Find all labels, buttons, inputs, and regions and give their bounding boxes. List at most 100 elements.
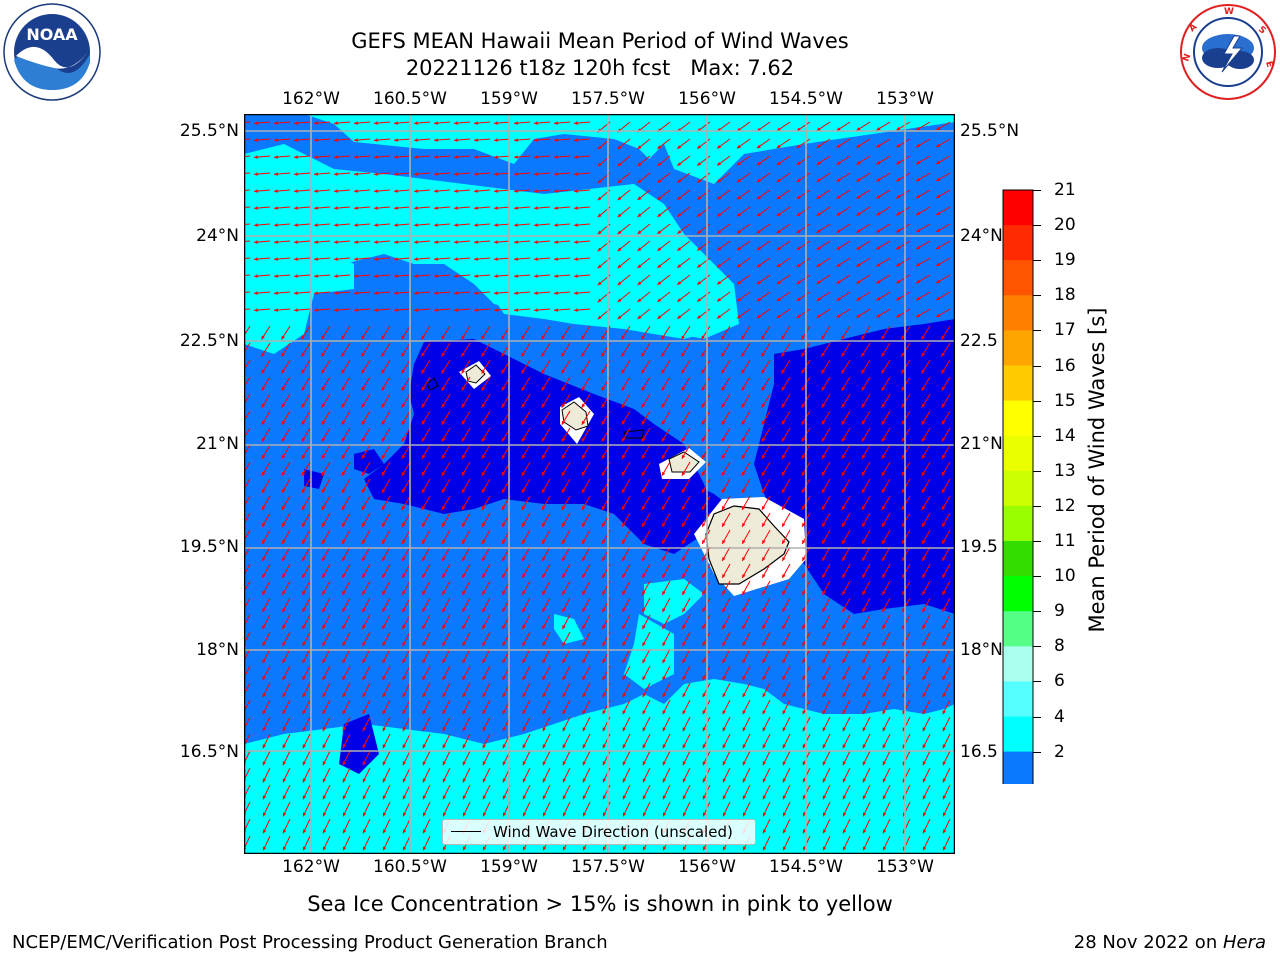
wave-arrow (244, 359, 251, 371)
wave-arrow-head (756, 195, 761, 200)
wave-arrow-head (936, 245, 941, 249)
wave-arrow-head (261, 420, 266, 425)
wave-arrow-head (881, 352, 885, 357)
wave-arrow-head (682, 539, 686, 544)
wave-arrow-head (521, 437, 526, 442)
wave-arrow-head (896, 262, 901, 267)
wave-arrow-head (816, 297, 821, 301)
colorbar-band (1003, 330, 1033, 366)
wave-arrow (244, 257, 251, 260)
wave-arrow-head (742, 557, 746, 561)
wave-arrow-head (301, 386, 306, 391)
wave-arrow-head (441, 454, 446, 459)
wave-arrow-head (682, 522, 686, 527)
wave-arrow-head (842, 744, 847, 749)
wave-arrow-head (541, 437, 546, 442)
wave-arrow-head (382, 693, 386, 698)
wave-arrow-head (302, 778, 307, 783)
wave-arrow-head (282, 676, 286, 681)
wave-arrow-head (677, 247, 682, 251)
wave-arrow-head (737, 297, 741, 302)
wave-arrow-head (341, 403, 346, 408)
wave-arrow-head (502, 778, 507, 783)
wave-arrow-head (742, 761, 747, 766)
wave-arrow-head (796, 161, 801, 165)
colorbar-tick-label: 17 (1054, 320, 1076, 341)
wave-arrow-head (922, 591, 926, 595)
wave-arrow-head (422, 539, 426, 544)
wave-arrow-head (542, 505, 546, 510)
wave-arrow-head (801, 471, 806, 476)
wave-arrow-head (402, 676, 406, 681)
wave-arrow-head (641, 454, 646, 459)
wave-arrow-head (702, 642, 706, 647)
wave-arrow-head (816, 161, 821, 165)
wave-arrow-head (281, 369, 285, 374)
wave-arrow (244, 495, 251, 508)
wave-arrow-head (554, 172, 558, 176)
wave-arrow-head (701, 454, 706, 459)
wave-arrow-head (263, 846, 267, 851)
wave-arrow-head (482, 778, 487, 783)
wave-arrow-head (301, 420, 306, 425)
wave-arrow-head (617, 315, 622, 320)
wave-arrow-head (936, 279, 941, 283)
wave-arrow-head (703, 846, 707, 851)
wave-arrow-head (921, 335, 925, 340)
wave-arrow-head (862, 659, 866, 664)
wave-arrow-head (374, 189, 378, 193)
wave-arrow-head (282, 693, 286, 698)
wave-arrow-head (261, 403, 266, 408)
wave-arrow-head (742, 676, 746, 681)
wave-arrow-head (722, 795, 727, 800)
ocean-fill-4-6-south (244, 579, 955, 854)
wave-arrow-head (662, 557, 666, 561)
wave-arrow-head (502, 795, 507, 800)
wave-arrow-head (534, 138, 538, 142)
colorbar-band (1003, 646, 1033, 682)
wave-arrow-head (434, 274, 438, 278)
wave-arrow-head (742, 710, 746, 715)
wave-arrow-head (401, 420, 406, 425)
wave-arrow-head (936, 262, 941, 266)
wave-arrow-head (514, 240, 518, 244)
wave-arrow-head (861, 352, 865, 357)
wave-arrow-head (641, 335, 645, 340)
wave-arrow-head (842, 642, 846, 647)
wave-arrow-head (741, 352, 745, 357)
wave-arrow-head (262, 676, 266, 681)
wave-arrow-head (474, 138, 478, 142)
wave-arrow-head (442, 795, 447, 800)
wave-arrow-head (383, 846, 387, 851)
wave-arrow-head (922, 574, 926, 578)
wave-arrow-head (823, 846, 827, 851)
wave-arrow-head (717, 212, 722, 217)
wave-arrow-head (697, 247, 702, 251)
wave-arrow-head (642, 539, 646, 544)
wave-arrow-head (442, 642, 446, 647)
wave-arrow-head (842, 659, 846, 664)
wave-arrow-head (756, 297, 761, 302)
wave-arrow-head (381, 437, 386, 442)
wave-arrow-head (474, 274, 478, 278)
wave-arrow-head (841, 335, 845, 340)
colorbar-title: Mean Period of Wind Waves [s] (1085, 307, 1109, 633)
wave-arrow-head (901, 454, 906, 459)
wave-arrow-head (942, 574, 946, 578)
colorbar-tick-label: 13 (1054, 460, 1076, 481)
wave-arrow-head (254, 189, 258, 193)
colorbar-tick-mark (1033, 435, 1041, 437)
wave-arrow-head (481, 352, 485, 357)
wave-arrow-head (701, 437, 706, 442)
wave-arrow-head (661, 471, 666, 476)
wave-arrow-head (717, 297, 722, 302)
wave-arrow-head (341, 454, 346, 459)
wave-arrow-head (622, 591, 626, 595)
wave-arrow-head (856, 229, 861, 233)
wave-arrow-head (597, 315, 602, 320)
colorbar-tick-label: 20 (1054, 215, 1076, 236)
wave-arrow-head (762, 505, 766, 510)
wave-arrow-head (342, 608, 346, 613)
wave-arrow-head (302, 625, 306, 630)
wave-arrow-head (922, 727, 926, 732)
